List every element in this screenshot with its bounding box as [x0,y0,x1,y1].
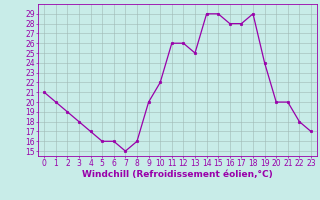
X-axis label: Windchill (Refroidissement éolien,°C): Windchill (Refroidissement éolien,°C) [82,170,273,179]
